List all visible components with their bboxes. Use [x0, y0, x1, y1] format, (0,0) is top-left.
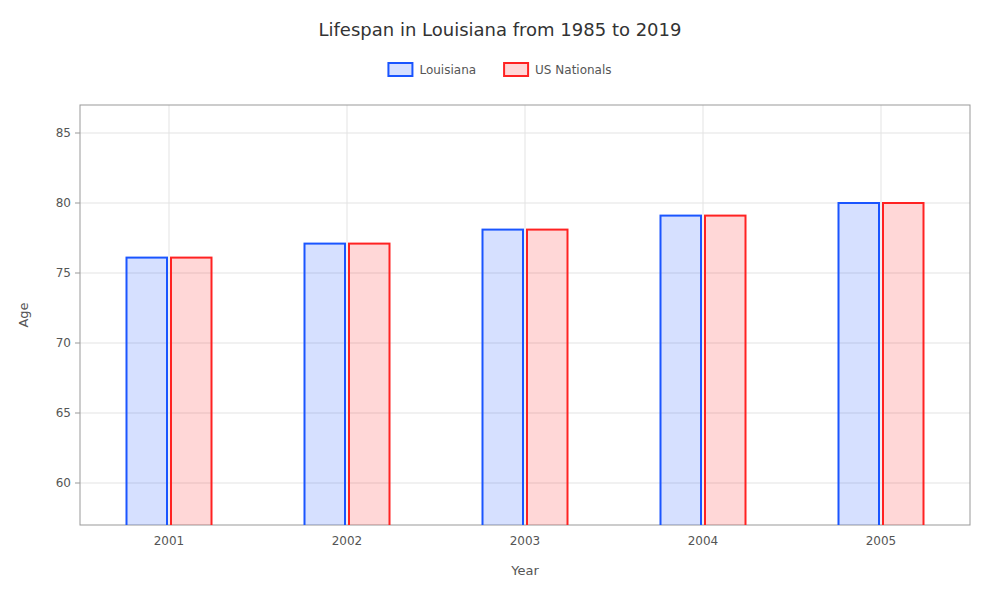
- x-grid-line: [525, 105, 526, 525]
- y-tick: [75, 133, 80, 134]
- x-tick-label: 2004: [688, 534, 719, 548]
- bar: [661, 216, 702, 525]
- x-tick-label: 2001: [154, 534, 185, 548]
- x-tick-label: 2002: [332, 534, 363, 548]
- legend-label: Louisiana: [419, 63, 476, 77]
- y-tick: [75, 273, 80, 274]
- legend-label: US Nationals: [535, 63, 611, 77]
- bar: [305, 244, 346, 525]
- axes: 60 65 70 75 80 85 2001 2002 2003 2004 2005: [56, 126, 897, 549]
- plot-frame: [80, 105, 970, 525]
- bar: [127, 258, 168, 525]
- bar: [839, 203, 880, 525]
- y-tick: [75, 203, 80, 204]
- x-grid-line: [169, 105, 170, 525]
- chart: 60 65 70 75 80 85 2001 2002 2003 2004 2005 Year Age L…: [0, 0, 1000, 600]
- x-tick-label: 2003: [510, 534, 541, 548]
- bar: [171, 258, 212, 525]
- bar: [349, 244, 390, 525]
- bar: [527, 230, 568, 525]
- x-axis-label: Year: [510, 563, 539, 578]
- y-axis-label: Age: [16, 302, 31, 327]
- grid: [80, 105, 970, 525]
- x-tick-label: 2005: [866, 534, 897, 548]
- y-tick: [75, 483, 80, 484]
- x-grid-line: [881, 105, 882, 525]
- y-tick-label: 65: [56, 406, 71, 420]
- legend-item: US Nationals: [504, 63, 611, 77]
- x-grid-line: [703, 105, 704, 525]
- legend-swatch: [388, 63, 412, 76]
- bar: [883, 203, 924, 525]
- y-tick-label: 75: [56, 266, 71, 280]
- bars: [127, 203, 924, 525]
- title: Lifespan in Louisiana from 1985 to 2019: [319, 19, 682, 40]
- y-tick-label: 85: [56, 126, 71, 140]
- y-tick: [75, 413, 80, 414]
- y-tick-label: 80: [56, 196, 71, 210]
- y-tick-label: 70: [56, 336, 71, 350]
- legend: Louisiana US Nationals: [388, 63, 611, 77]
- y-tick: [75, 343, 80, 344]
- legend-swatch: [504, 63, 528, 76]
- bar: [705, 216, 746, 525]
- x-grid-line: [347, 105, 348, 525]
- y-tick-label: 60: [56, 476, 71, 490]
- legend-item: Louisiana: [388, 63, 476, 77]
- bar: [483, 230, 524, 525]
